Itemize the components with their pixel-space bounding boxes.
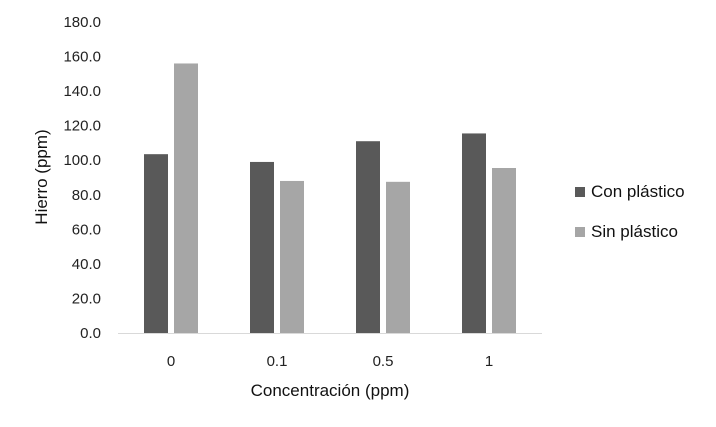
bar-sin-plastico-0 [174,63,198,333]
y-axis-ticks: 0.0 20.0 40.0 60.0 80.0 100.0 120.0 140.0 160.0 1… [63,14,101,342]
x-axis-title: Concentración (ppm) [251,381,410,400]
bar-sin-plastico-2 [386,181,410,333]
y-tick-label: 80.0 [72,187,101,204]
x-tick-label: 1 [485,353,493,370]
bar-sin-plastico-1 [280,180,304,333]
y-tick-label: 120.0 [63,118,101,135]
x-tick-label: 0.5 [373,353,394,370]
bars [144,63,516,333]
bar-sin-plastico-3 [492,167,516,333]
legend-label: Sin plástico [591,222,678,241]
y-tick-label: 20.0 [72,290,101,307]
y-tick-label: 60.0 [72,221,101,238]
bar-con-plastico-2 [356,141,380,333]
y-tick-label: 180.0 [63,14,101,31]
x-axis-ticks: 0 0.1 0.5 1 [167,353,493,370]
y-tick-label: 100.0 [63,152,101,169]
legend-swatch [575,227,585,237]
legend-label: Con plástico [591,182,685,201]
y-tick-label: 140.0 [63,83,101,100]
y-tick-label: 0.0 [80,325,101,342]
y-tick-label: 160.0 [63,49,101,66]
legend: Con plástico Sin plástico [575,182,685,241]
bar-con-plastico-1 [250,161,274,333]
bar-con-plastico-0 [144,154,168,333]
x-tick-label: 0 [167,353,175,370]
y-axis-title: Hierro (ppm) [32,129,51,224]
x-tick-label: 0.1 [267,353,288,370]
bar-con-plastico-3 [462,133,486,333]
legend-swatch [575,187,585,197]
y-tick-label: 40.0 [72,256,101,273]
